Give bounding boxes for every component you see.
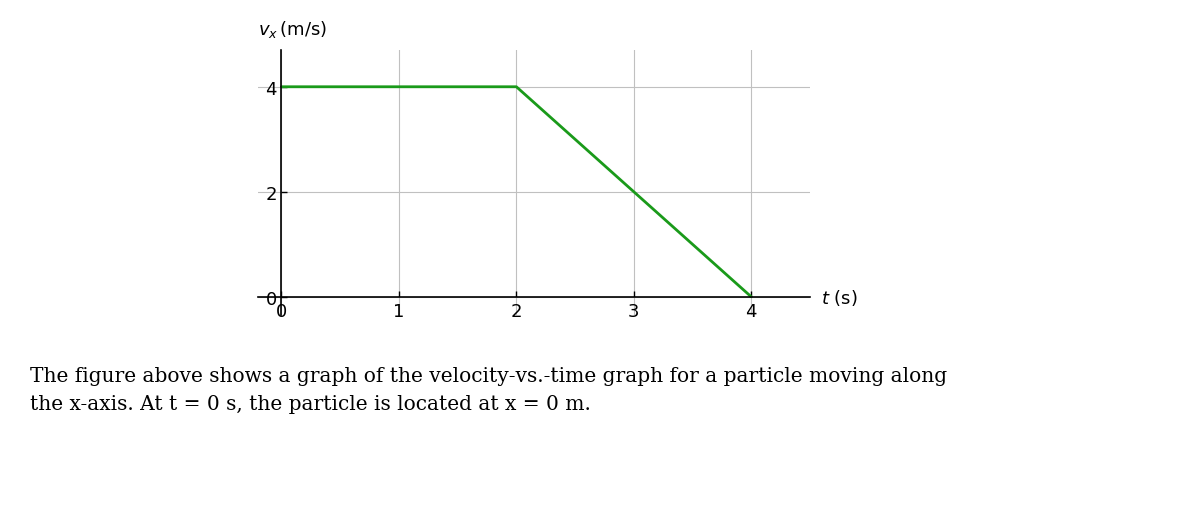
Text: $v_x\,\mathrm{(m/s)}$: $v_x\,\mathrm{(m/s)}$ bbox=[258, 19, 326, 40]
Text: $t$ (s): $t$ (s) bbox=[821, 287, 858, 307]
Text: The figure above shows a graph of the velocity-vs.-time graph for a particle mov: The figure above shows a graph of the ve… bbox=[30, 366, 947, 413]
